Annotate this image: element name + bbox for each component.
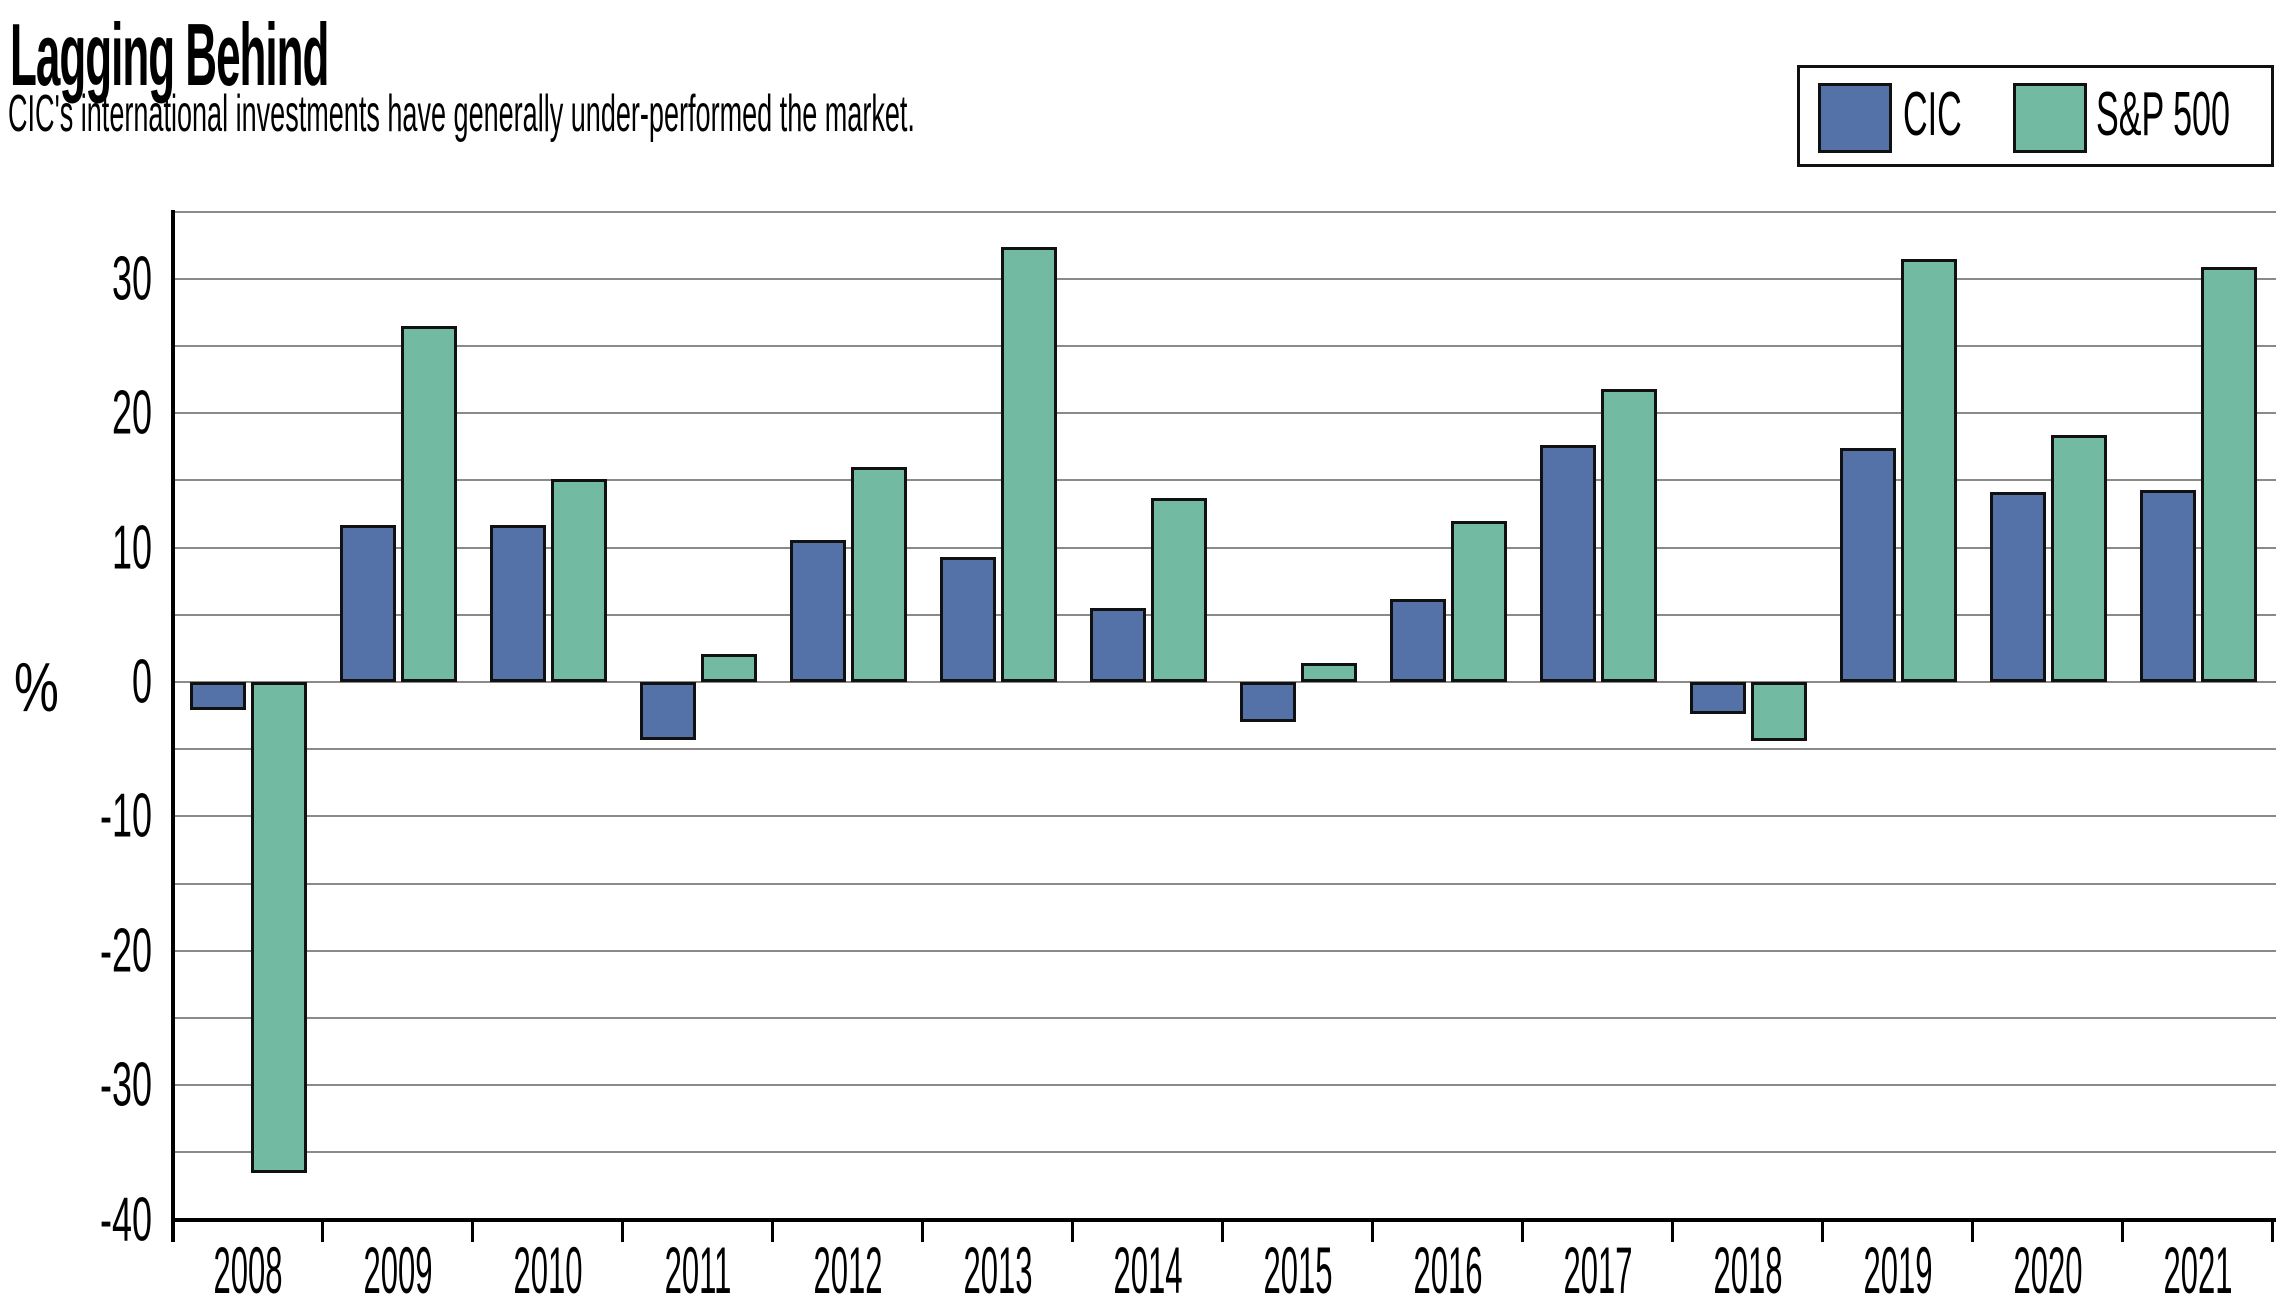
page-title: Lagging Behind [10,5,329,104]
x-tick-label: 2015 [1263,1233,1333,1303]
gridline [173,277,2276,280]
x-tick-mark [921,1220,924,1242]
x-tick-mark [1371,1220,1374,1242]
x-tick-label: 2012 [813,1233,883,1303]
bar-sp500-2016 [1451,520,1507,682]
y-tick-label: 20 [111,378,152,448]
bar-cic-2021 [2140,489,2196,682]
legend-label-cic: CIC [1903,80,1962,150]
gridline [173,613,2276,616]
legend: CIC S&P 500 [1797,65,2274,167]
bar-sp500-2018 [1751,682,1807,742]
y-tick-label: -30 [100,1050,152,1120]
x-tick-label: 2019 [1863,1233,1933,1303]
gridline [173,949,2276,952]
bar-cic-2016 [1390,598,1446,682]
y-axis-line [171,210,175,1242]
x-tick-label: 2020 [2013,1233,2083,1303]
x-tick-mark [1971,1220,1974,1242]
bar-sp500-2020 [2051,434,2107,682]
y-tick-label: -20 [100,916,152,986]
gridline [173,210,2276,213]
bar-sp500-2012 [851,466,907,682]
x-tick-mark [1221,1220,1224,1242]
bar-sp500-2009 [401,325,457,682]
gridline [173,479,2276,482]
x-tick-mark [321,1220,324,1242]
legend-label-sp500: S&P 500 [2096,80,2230,150]
gridline [173,546,2276,549]
gridline [173,1151,2276,1154]
y-tick-label: 30 [111,244,152,314]
x-tick-label: 2013 [963,1233,1033,1303]
x-tick-mark [771,1220,774,1242]
bar-cic-2020 [1990,492,2046,682]
gridline [173,412,2276,415]
gridline [173,681,2276,683]
y-axis-unit-label: % [14,648,59,726]
gridline [173,748,2276,751]
bar-cic-2012 [790,539,846,682]
bar-sp500-2010 [551,479,607,682]
x-tick-label: 2021 [2163,1233,2233,1303]
x-tick-mark [1071,1220,1074,1242]
legend-swatch-sp500 [2013,83,2087,153]
x-tick-label: 2010 [513,1233,583,1303]
bar-cic-2015 [1240,682,1296,723]
bar-cic-2019 [1840,448,1896,682]
legend-swatch-cic [1818,83,1892,153]
y-tick-label: 0 [131,647,152,717]
x-tick-label: 2017 [1563,1233,1633,1303]
bar-sp500-2013 [1001,246,1057,682]
x-tick-label: 2009 [363,1233,433,1303]
y-tick-label: -10 [100,781,152,851]
bar-cic-2010 [490,524,546,682]
bar-cic-2009 [340,524,396,682]
bar-sp500-2014 [1151,497,1207,682]
gridline [173,345,2276,347]
bar-cic-2017 [1540,445,1596,682]
bar-sp500-2021 [2201,266,2257,682]
page-subtitle: CIC's international investments have gen… [8,85,915,143]
x-tick-mark [2121,1220,2124,1242]
bar-sp500-2019 [1901,258,1957,682]
gridline [173,815,2276,818]
bar-sp500-2017 [1601,389,1657,682]
gridline [173,882,2276,885]
gridline [173,1084,2276,1087]
x-tick-label: 2008 [213,1233,283,1303]
bar-cic-2011 [640,682,696,740]
gridline [173,1017,2276,1019]
x-tick-mark [621,1220,624,1242]
y-tick-label: 10 [111,513,152,583]
bar-sp500-2015 [1301,663,1357,682]
bar-cic-2008 [190,682,246,711]
x-tick-mark [1671,1220,1674,1242]
x-tick-mark [1521,1220,1524,1242]
x-tick-label: 2011 [664,1233,732,1303]
x-tick-mark [471,1220,474,1242]
bar-cic-2014 [1090,608,1146,682]
bar-cic-2013 [940,557,996,682]
bar-cic-2018 [1690,682,1746,715]
x-tick-mark [171,1220,174,1242]
x-tick-label: 2014 [1113,1233,1183,1303]
x-tick-label: 2018 [1713,1233,1783,1303]
y-tick-label: -40 [100,1185,152,1255]
x-tick-mark [1821,1220,1824,1242]
x-tick-label: 2016 [1413,1233,1483,1303]
x-tick-mark [2271,1220,2274,1242]
bar-sp500-2008 [251,682,307,1173]
bar-sp500-2011 [701,653,757,682]
